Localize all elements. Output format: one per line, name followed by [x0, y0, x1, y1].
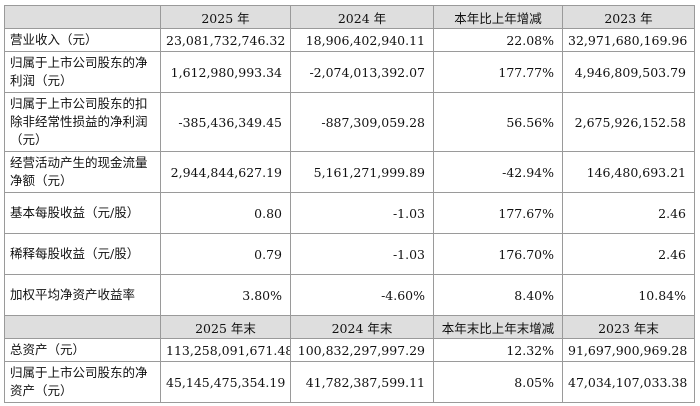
cell-2024: 41,782,387,599.11: [290, 361, 434, 403]
row-label: 基本每股收益（元/股）: [4, 192, 161, 234]
financial-summary-table: 2025 年 2024 年 本年比上年增减 2023 年 营业收入（元） 23,…: [4, 5, 695, 403]
cell-2023: 32,971,680,169.96: [562, 28, 695, 52]
cell-change: 22.08%: [433, 28, 563, 52]
header-year-end-change: 本年末比上年末增减: [433, 315, 563, 339]
cell-2024: 18,906,402,940.11: [290, 28, 434, 52]
row-label: 经营活动产生的现金流量净额（元）: [4, 151, 161, 193]
cell-change: -42.94%: [433, 151, 563, 193]
header-corner-cell: [4, 315, 161, 339]
cell-2024: -1.03: [290, 233, 434, 275]
row-label: 营业收入（元）: [4, 28, 161, 52]
cell-2023: 146,480,693.21: [562, 151, 695, 193]
cell-2025: -385,436,349.45: [160, 92, 291, 152]
cell-2024: -887,309,059.28: [290, 92, 434, 152]
cell-change: 177.67%: [433, 192, 563, 234]
cell-2023: 91,697,900,969.28: [562, 338, 695, 362]
header-2023-end: 2023 年末: [562, 315, 695, 339]
table-row-net-assets: 归属于上市公司股东的净资产（元） 45,145,475,354.19 41,78…: [4, 361, 695, 403]
cell-2025: 113,258,091,671.48: [160, 338, 291, 362]
header-2024: 2024 年: [290, 5, 434, 29]
cell-2025: 0.80: [160, 192, 291, 234]
cell-change: 8.05%: [433, 361, 563, 403]
header-2023: 2023 年: [562, 5, 695, 29]
table-row-total-assets: 总资产（元） 113,258,091,671.48 100,832,297,99…: [4, 338, 695, 362]
cell-2023: 2.46: [562, 192, 695, 234]
header-yoy-change: 本年比上年增减: [433, 5, 563, 29]
table-row-diluted-eps: 稀释每股收益（元/股） 0.79 -1.03 176.70% 2.46: [4, 233, 695, 275]
table-row-basic-eps: 基本每股收益（元/股） 0.80 -1.03 177.67% 2.46: [4, 192, 695, 234]
row-label: 总资产（元）: [4, 338, 161, 362]
row-label: 归属于上市公司股东的扣除非经常性损益的净利润（元）: [4, 92, 161, 152]
cell-2025: 2,944,844,627.19: [160, 151, 291, 193]
cell-2024: 5,161,271,999.89: [290, 151, 434, 193]
cell-change: 176.70%: [433, 233, 563, 275]
cell-2023: 4,946,809,503.79: [562, 51, 695, 93]
row-label: 稀释每股收益（元/股）: [4, 233, 161, 275]
cell-change: 12.32%: [433, 338, 563, 362]
cell-2025: 23,081,732,746.32: [160, 28, 291, 52]
cell-2024: 100,832,297,997.29: [290, 338, 434, 362]
cell-2025: 3.80%: [160, 274, 291, 316]
header-row-years: 2025 年 2024 年 本年比上年增减 2023 年: [4, 5, 695, 29]
header-corner-cell: [4, 5, 161, 29]
table-row-operating-cash-flow: 经营活动产生的现金流量净额（元） 2,944,844,627.19 5,161,…: [4, 151, 695, 193]
cell-2023: 2,675,926,152.58: [562, 92, 695, 152]
table-row-adjusted-net-profit: 归属于上市公司股东的扣除非经常性损益的净利润（元） -385,436,349.4…: [4, 92, 695, 152]
cell-2024: -1.03: [290, 192, 434, 234]
cell-change: 8.40%: [433, 274, 563, 316]
row-label: 归属于上市公司股东的净利润（元）: [4, 51, 161, 93]
header-row-year-end: 2025 年末 2024 年末 本年末比上年末增减 2023 年末: [4, 315, 695, 339]
table-row-revenue: 营业收入（元） 23,081,732,746.32 18,906,402,940…: [4, 28, 695, 52]
table-row-net-profit: 归属于上市公司股东的净利润（元） 1,612,980,993.34 -2,074…: [4, 51, 695, 93]
cell-2024: -4.60%: [290, 274, 434, 316]
header-2024-end: 2024 年末: [290, 315, 434, 339]
cell-2023: 47,034,107,033.38: [562, 361, 695, 403]
cell-2023: 2.46: [562, 233, 695, 275]
cell-2023: 10.84%: [562, 274, 695, 316]
cell-2025: 0.79: [160, 233, 291, 275]
cell-change: 56.56%: [433, 92, 563, 152]
row-label: 归属于上市公司股东的净资产（元）: [4, 361, 161, 403]
header-2025: 2025 年: [160, 5, 291, 29]
row-label: 加权平均净资产收益率: [4, 274, 161, 316]
header-2025-end: 2025 年末: [160, 315, 291, 339]
cell-2024: -2,074,013,392.07: [290, 51, 434, 93]
cell-change: 177.77%: [433, 51, 563, 93]
financial-table-container: 2025 年 2024 年 本年比上年增减 2023 年 营业收入（元） 23,…: [4, 5, 695, 403]
cell-2025: 1,612,980,993.34: [160, 51, 291, 93]
table-row-roe: 加权平均净资产收益率 3.80% -4.60% 8.40% 10.84%: [4, 274, 695, 316]
cell-2025: 45,145,475,354.19: [160, 361, 291, 403]
